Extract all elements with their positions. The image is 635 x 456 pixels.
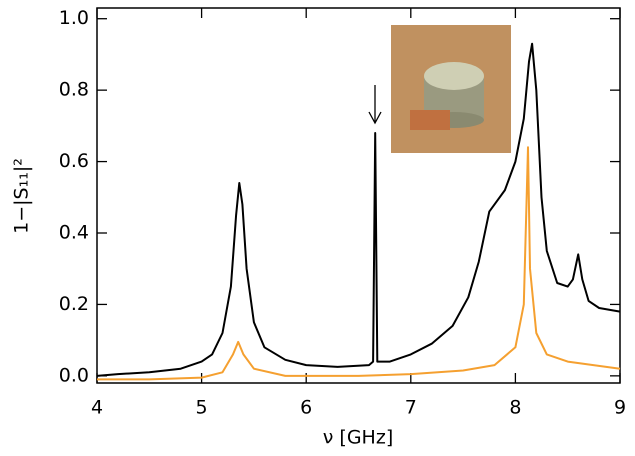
y-tick-label: 1.0 [59, 7, 89, 29]
x-tick-label: 4 [91, 397, 103, 419]
inset-photo [391, 25, 511, 153]
x-tick-label: 8 [509, 397, 521, 419]
y-axis-label: 1−|S₁₁|² [11, 158, 33, 234]
x-axis-label: ν [GHz] [323, 427, 393, 449]
series-line [96, 42, 621, 377]
series-line [97, 146, 621, 381]
y-tick-label: 0.6 [59, 150, 89, 172]
y-tick-label: 0.2 [59, 293, 89, 315]
y-tick-label: 0.4 [59, 222, 89, 244]
y-tick-label: 0.0 [59, 364, 89, 386]
arrow [368, 85, 382, 125]
x-tick-label: 5 [196, 397, 208, 419]
x-tick-label: 9 [614, 397, 626, 419]
x-tick-label: 6 [300, 397, 312, 419]
x-tick-label: 7 [405, 397, 417, 419]
y-tick-label: 0.8 [59, 79, 89, 101]
plot-frame [96, 7, 621, 384]
